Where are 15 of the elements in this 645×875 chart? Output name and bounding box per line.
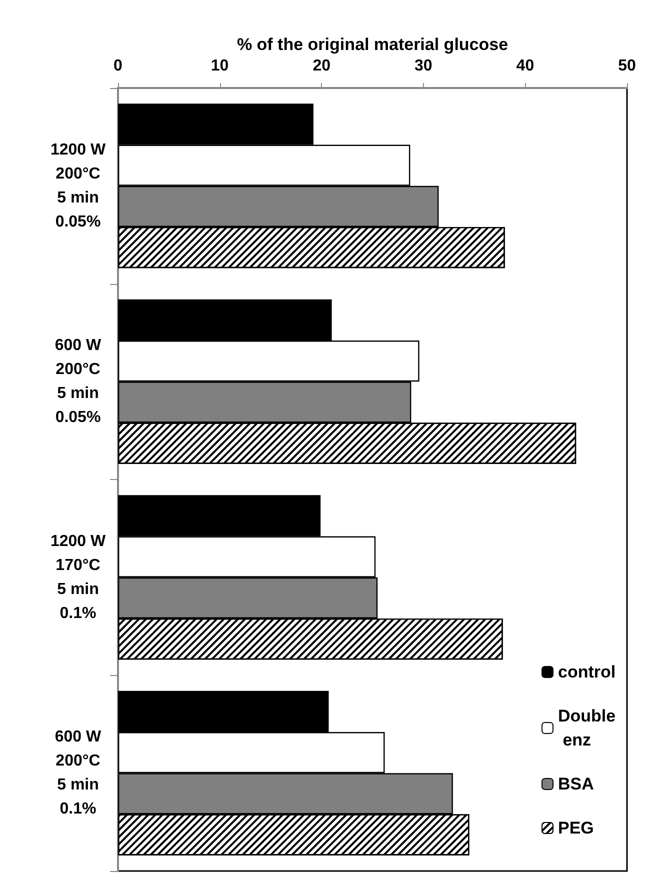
legend-label: BSA (558, 774, 594, 794)
legend-label: Double enz (558, 706, 616, 750)
x-tick-label: 30 (414, 58, 432, 74)
y-tick-label: 600 W 200°C 5 min 0.1% (54, 728, 102, 818)
y-tick-label: 600 W 200°C 5 min 0.05% (54, 337, 102, 426)
legend-label: PEG (558, 818, 594, 838)
legend-label: control (558, 662, 616, 682)
x-tick-label: 40 (516, 58, 534, 74)
x-axis-title: % of the original material glucose (236, 35, 508, 54)
x-tick-label: 50 (618, 58, 636, 74)
x-tick-label: 20 (312, 58, 331, 74)
x-tick-label: 0 (114, 58, 123, 74)
x-tick-label: 10 (210, 58, 229, 74)
y-tick-label: 1200 W 170°C 5 min 0.1% (50, 532, 106, 622)
y-tick-label: 1200 W 200°C 5 min 0.05% (50, 141, 106, 230)
